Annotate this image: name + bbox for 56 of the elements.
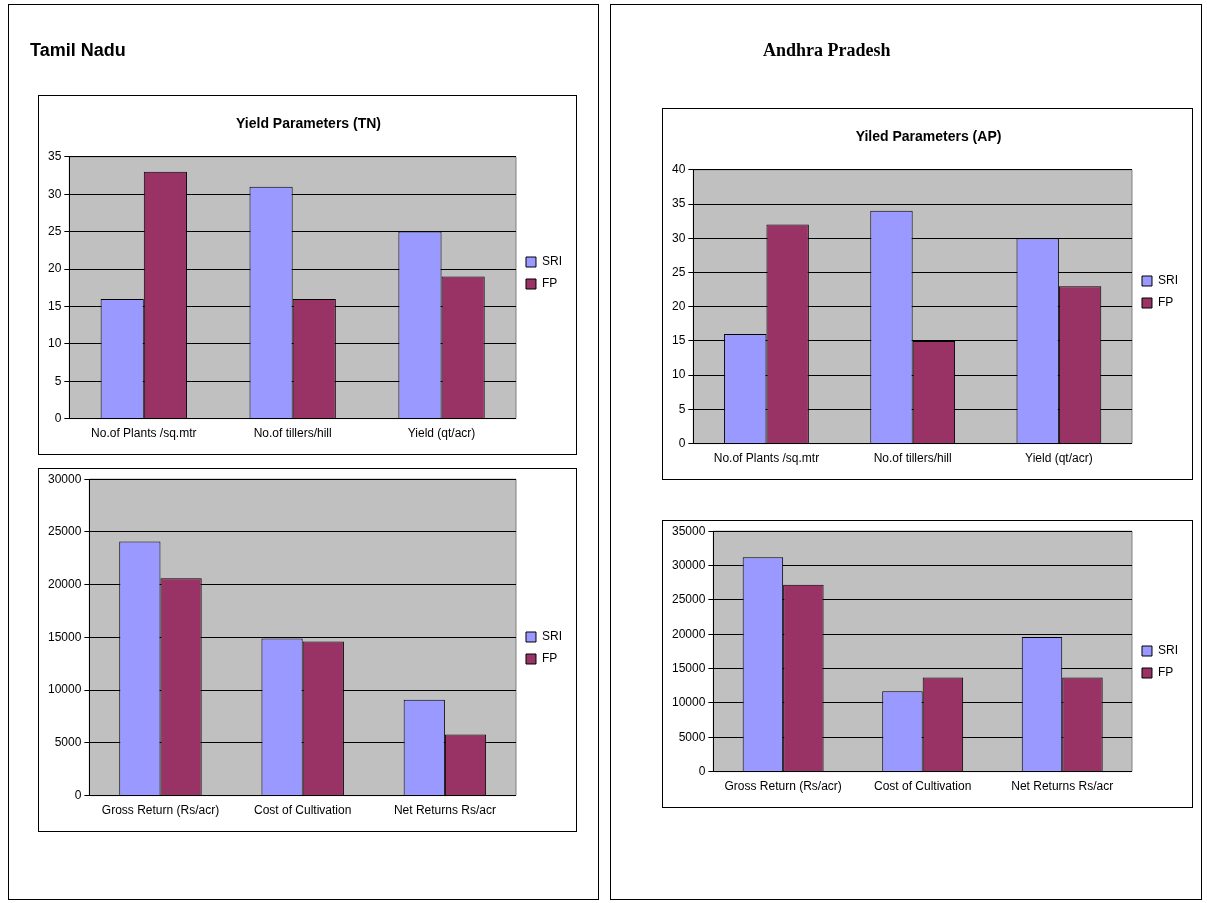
- y-tick-label: 25: [47, 223, 62, 238]
- y-tick-label: 15: [47, 298, 62, 313]
- chart-title: Yiled Parameters (AP): [855, 128, 1002, 145]
- y-tick-label: 25: [671, 264, 686, 279]
- text: Tamil Nadu: [30, 40, 126, 61]
- x-tick-label: Yield (qt/acr): [1025, 451, 1093, 466]
- y-tick-label: 30: [47, 186, 62, 201]
- y-tick-label: 0: [678, 435, 686, 450]
- y-tick-label: 5: [54, 373, 62, 388]
- y-tick-label: 40: [671, 162, 686, 177]
- y-tick-label: 30000: [47, 471, 82, 486]
- x-tick-label: Net Returns Rs/acr: [1011, 779, 1114, 794]
- x-tick-label: Net Returns Rs/acr: [393, 803, 496, 818]
- legend-label: FP: [542, 651, 558, 666]
- x-tick-label: No.of tillers/hill: [253, 426, 332, 441]
- y-tick-label: 0: [698, 763, 706, 778]
- y-tick-label: 15000: [47, 629, 82, 644]
- legend-label: SRI: [542, 629, 563, 644]
- x-tick-label: No.of tillers/hill: [873, 451, 952, 466]
- y-tick-label: 5000: [678, 729, 706, 744]
- y-tick-label: 0: [54, 410, 62, 425]
- y-tick-label: 20: [47, 261, 62, 276]
- y-tick-label: 0: [74, 787, 82, 802]
- x-tick-label: Cost of Cultivation: [873, 779, 972, 794]
- y-tick-label: 30000: [671, 557, 706, 572]
- y-tick-label: 25000: [671, 592, 706, 607]
- y-tick-label: 20000: [47, 576, 82, 591]
- x-tick-label: No.of Plants /sq.mtr: [91, 426, 197, 441]
- y-tick-label: 5: [678, 401, 686, 416]
- y-tick-label: 5000: [54, 735, 82, 750]
- legend-label: FP: [542, 276, 558, 291]
- y-tick-label: 10000: [671, 695, 706, 710]
- text: Andhra Pradesh: [763, 40, 891, 61]
- legend-label: SRI: [1158, 643, 1179, 658]
- chart-title: Yield Parameters (TN): [236, 115, 381, 132]
- y-tick-label: 30: [671, 230, 686, 245]
- y-tick-label: 15000: [671, 660, 706, 675]
- y-tick-label: 20: [671, 299, 686, 314]
- legend-label: SRI: [542, 254, 563, 269]
- y-tick-label: 15: [671, 333, 686, 348]
- legend-label: FP: [1158, 295, 1174, 310]
- y-tick-label: 10: [671, 367, 686, 382]
- y-tick-label: 35: [47, 149, 62, 164]
- x-tick-label: Yield (qt/acr): [407, 426, 476, 441]
- y-tick-label: 25000: [47, 524, 82, 539]
- y-tick-label: 10000: [47, 682, 82, 697]
- legend-label: FP: [1158, 665, 1174, 680]
- x-tick-label: Cost of Cultivation: [253, 803, 352, 818]
- y-tick-label: 35: [671, 196, 686, 211]
- y-tick-label: 20000: [671, 626, 706, 641]
- x-tick-label: No.of Plants /sq.mtr: [713, 451, 820, 466]
- legend-label: SRI: [1158, 273, 1179, 288]
- y-tick-label: 10: [47, 336, 62, 351]
- y-tick-label: 35000: [671, 523, 706, 538]
- x-tick-label: Gross Return (Rs/acr): [724, 779, 842, 794]
- x-tick-label: Gross Return (Rs/acr): [101, 803, 220, 818]
